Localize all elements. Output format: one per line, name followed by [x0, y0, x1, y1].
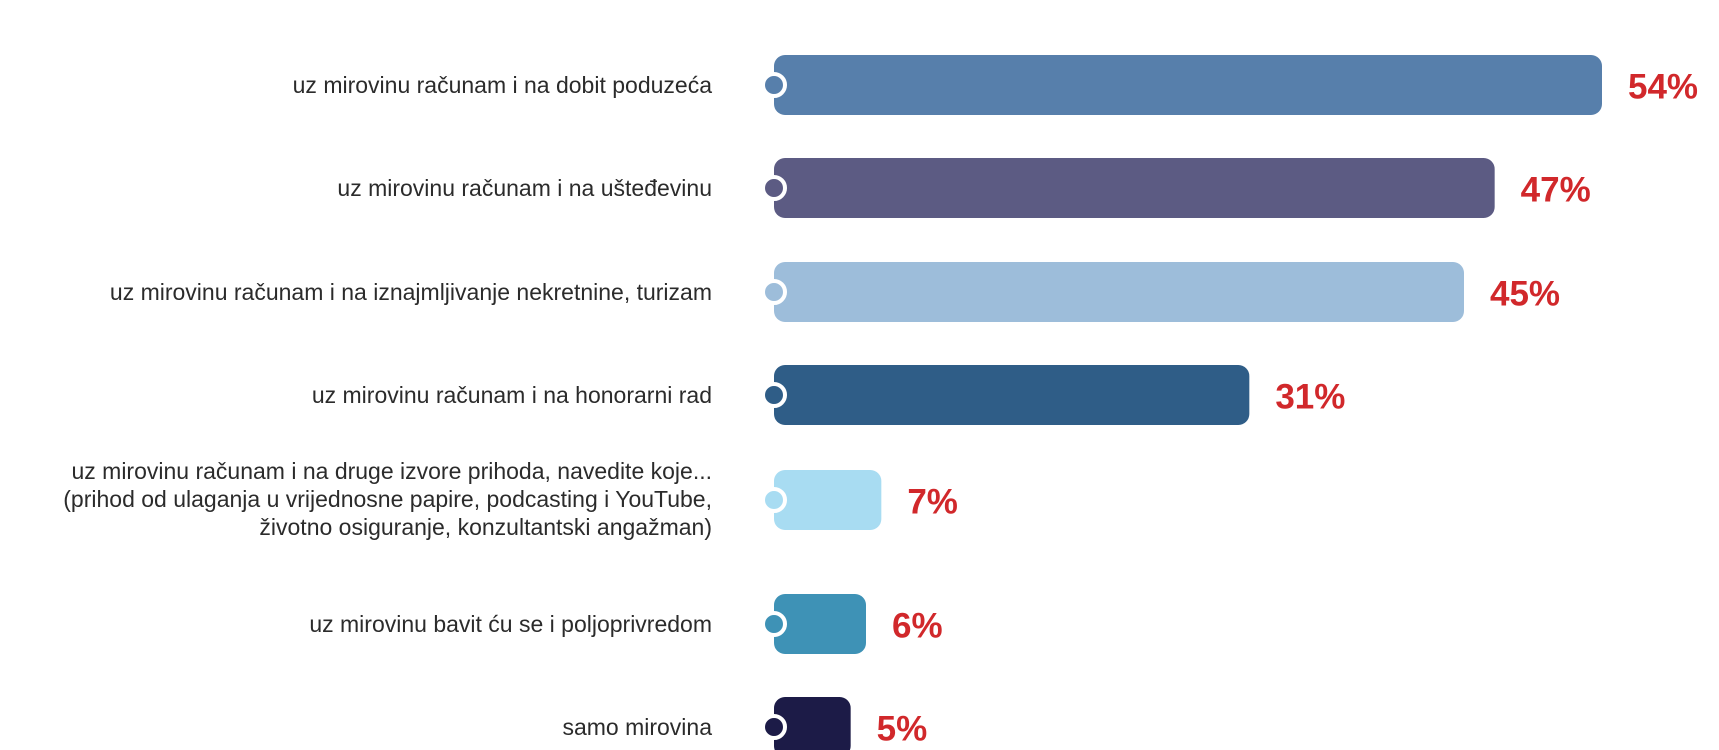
category-label: uz mirovinu bavit ću se i poljoprivredom — [309, 611, 712, 637]
bar-marker-dot — [761, 279, 787, 305]
category-label: uz mirovinu računam i na ušteđevinu — [337, 175, 712, 201]
category-label: (prihod od ulaganja u vrijednosne papire… — [63, 486, 712, 512]
category-label: samo mirovina — [562, 714, 712, 740]
category-label: uz mirovinu računam i na honorarni rad — [312, 382, 712, 408]
bar-row: uz mirovinu računam i na ušteđevinu 47% — [337, 158, 1591, 218]
value-label: 31% — [1275, 378, 1345, 417]
bar — [774, 697, 851, 750]
category-label: životno osiguranje, konzultantski angažm… — [259, 514, 712, 540]
value-label: 5% — [877, 710, 928, 749]
bar-row: uz mirovinu bavit ću se i poljoprivredom… — [309, 594, 943, 654]
bar-marker-dot — [761, 72, 787, 98]
bar-marker-dot — [761, 487, 787, 513]
category-label: uz mirovinu računam i na dobit poduzeća — [293, 72, 713, 98]
bar-row: uz mirovinu računam i na honorarni rad 31… — [312, 365, 1345, 425]
bars: uz mirovinu računam i na dobit poduzeća 5… — [63, 55, 1698, 750]
value-label: 7% — [907, 483, 958, 522]
bar-marker-dot — [761, 382, 787, 408]
bar-marker-dot — [761, 714, 787, 740]
bar — [774, 470, 882, 530]
bar-row: uz mirovinu računam i na druge izvore pr… — [63, 458, 958, 540]
value-label: 54% — [1628, 68, 1698, 107]
bar — [774, 594, 866, 654]
value-label: 6% — [892, 607, 943, 646]
bar-marker-dot — [761, 175, 787, 201]
bar-row: uz mirovinu računam i na dobit poduzeća 5… — [293, 55, 1698, 115]
value-label: 47% — [1521, 171, 1591, 210]
bar-marker-dot — [761, 611, 787, 637]
category-label: uz mirovinu računam i na druge izvore pr… — [71, 458, 712, 484]
bar — [774, 365, 1250, 425]
category-label: uz mirovinu računam i na iznajmljivanje … — [110, 279, 712, 305]
bar-row: samo mirovina 5% — [562, 697, 927, 750]
bar — [774, 55, 1602, 115]
bar — [774, 262, 1464, 322]
bar — [774, 158, 1495, 218]
bar-row: uz mirovinu računam i na iznajmljivanje … — [110, 262, 1560, 322]
value-label: 45% — [1490, 275, 1560, 314]
